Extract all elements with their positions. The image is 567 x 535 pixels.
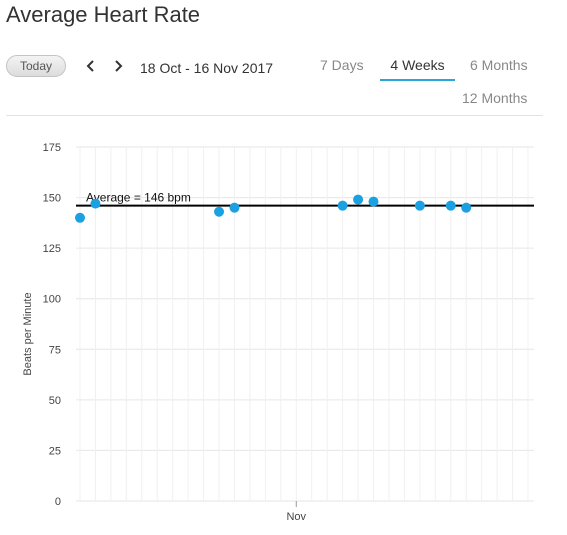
data-point (461, 202, 472, 213)
chevron-left-icon (86, 60, 94, 72)
tab-4-weeks[interactable]: 4 Weeks (390, 57, 445, 73)
data-point (90, 198, 101, 209)
previous-period-button[interactable] (84, 58, 98, 74)
y-tick-label: 50 (49, 395, 61, 407)
data-point (337, 200, 348, 211)
data-point (445, 200, 456, 211)
data-point (214, 206, 225, 217)
next-period-button[interactable] (111, 58, 125, 74)
today-button[interactable]: Today (6, 55, 66, 77)
y-tick-label: 150 (43, 193, 61, 205)
y-tick-label: 175 (43, 142, 61, 154)
y-tick-label: 75 (49, 344, 61, 356)
page-title: Average Heart Rate (6, 2, 201, 27)
y-tick-label: 125 (43, 243, 61, 255)
average-label: Average = 146 bpm (86, 191, 191, 205)
tab-7-days[interactable]: 7 Days (320, 57, 364, 73)
data-point (414, 200, 425, 211)
y-tick-label: 100 (43, 294, 61, 306)
x-tick-label: Nov (286, 511, 306, 523)
data-point (75, 212, 85, 223)
data-point (229, 202, 240, 213)
tab-12-months[interactable]: 12 Months (462, 90, 528, 106)
y-tick-label: 25 (49, 445, 61, 457)
y-tick-label: 0 (55, 496, 61, 508)
chart-points (75, 194, 472, 223)
active-tab-indicator (380, 79, 455, 81)
chart-ticks: 0 25 50 75 100 125 150 175 Nov (43, 142, 307, 523)
tab-6-months[interactable]: 6 Months (470, 57, 528, 73)
y-axis-label: Beats per Minute (22, 292, 34, 375)
chevron-right-icon (115, 60, 123, 72)
header-divider (6, 115, 543, 116)
data-point (368, 196, 379, 207)
data-point (353, 194, 364, 205)
date-range-label: 18 Oct - 16 Nov 2017 (140, 60, 274, 76)
